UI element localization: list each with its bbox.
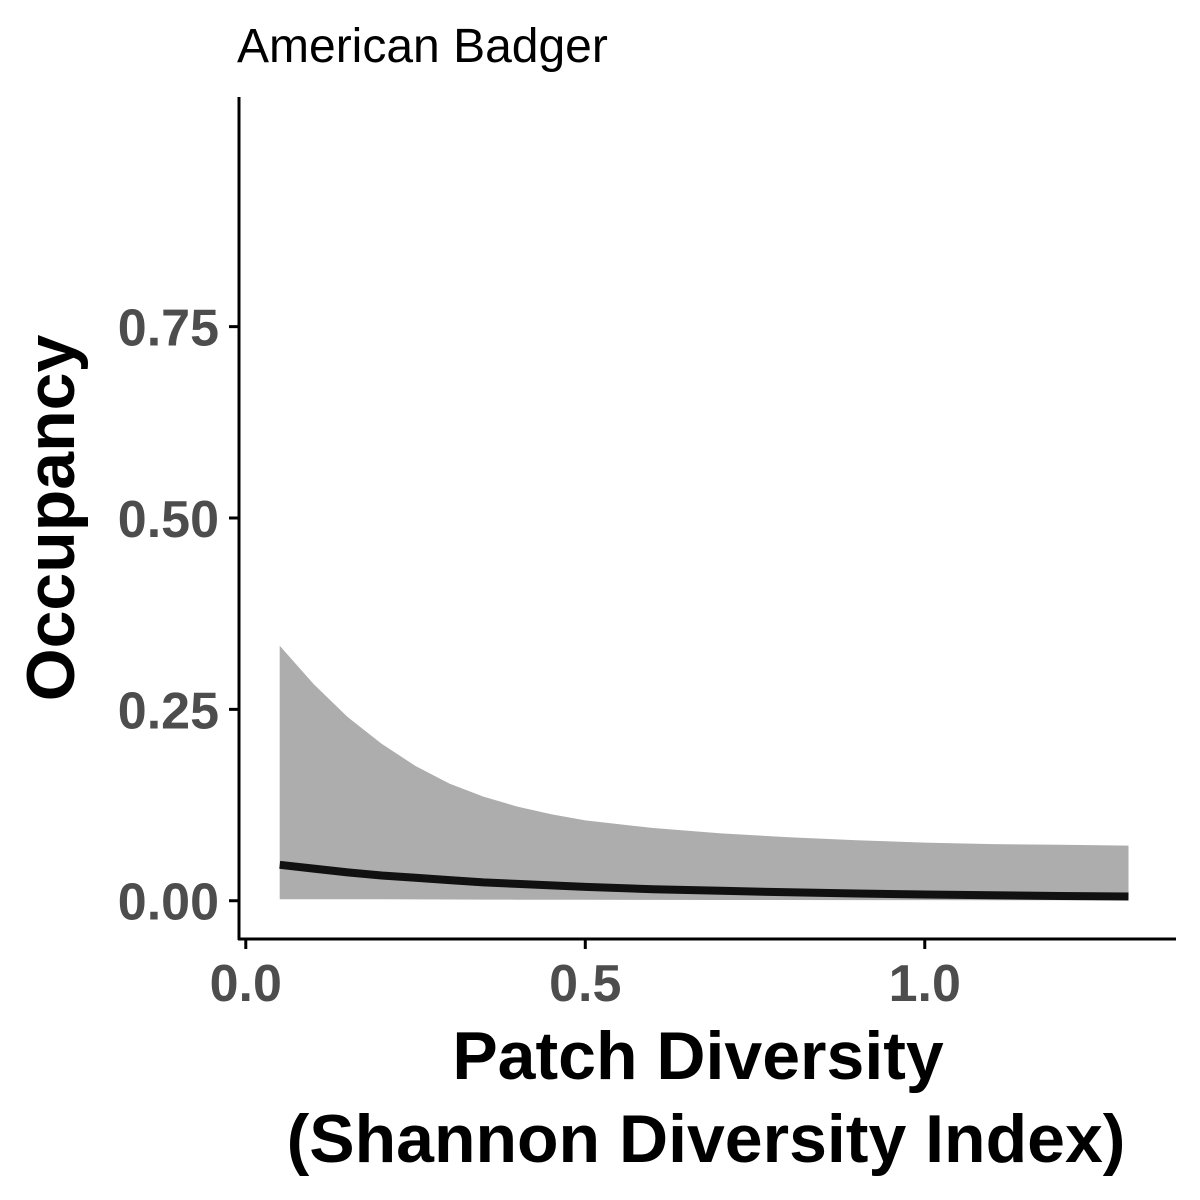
axes: 0.00 0.25 0.50 0.75 0.0 0.5 1.0 [118,97,1176,1013]
x-tick-label: 0.0 [210,955,282,1013]
x-tick-label: 0.5 [549,955,621,1013]
confidence-ribbon [279,645,1129,901]
x-tick-label: 1.0 [889,955,961,1013]
occupancy-line [279,860,1129,901]
x-axis-title-line-2: (Shannon Diversity Index) [287,1101,1126,1177]
y-axis-ticks: 0.00 0.25 0.50 0.75 [118,300,239,932]
y-axis-title: Occupancy [13,335,89,702]
y-tick-label: 0.00 [118,874,219,932]
chart-title: American Badger [237,20,608,73]
plot-area [279,645,1129,901]
x-axis-ticks: 0.0 0.5 1.0 [210,939,961,1013]
x-axis-title-line-1: Patch Diversity [452,1018,944,1094]
y-tick-label: 0.75 [118,300,219,358]
y-tick-label: 0.25 [118,682,219,740]
y-tick-label: 0.50 [118,491,219,549]
